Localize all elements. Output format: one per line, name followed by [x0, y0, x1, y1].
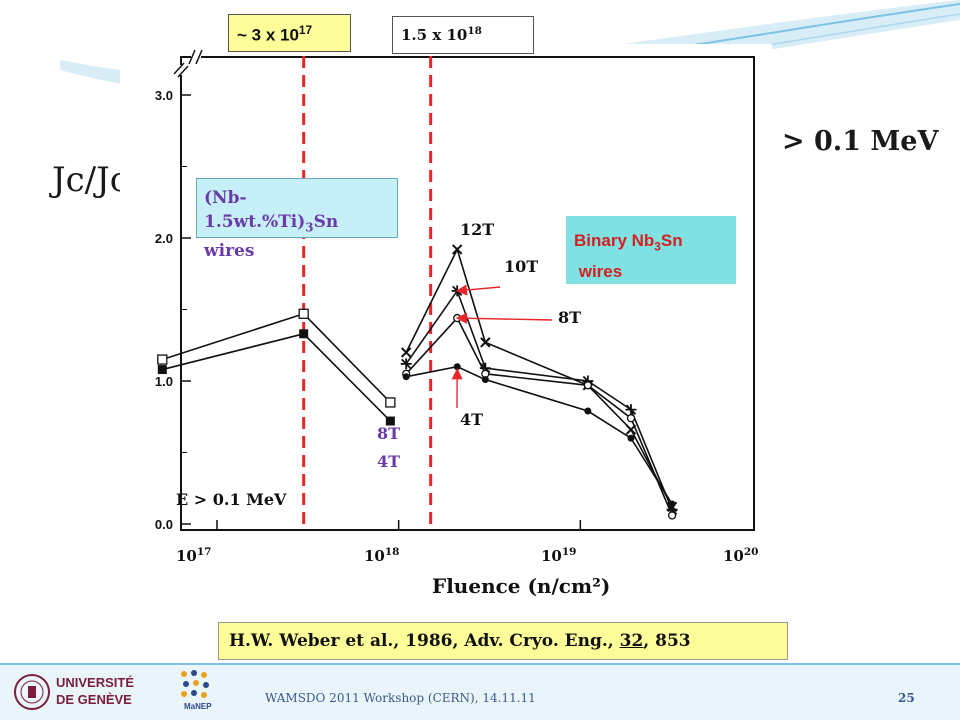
- series-line: [162, 312, 391, 404]
- x-axis-panel: [160, 532, 842, 610]
- data-point-plus: [400, 358, 412, 370]
- series-open-square: [157, 308, 396, 408]
- label-12t: 12T: [460, 220, 495, 239]
- series-line: [405, 289, 673, 511]
- x-axis-break-mark: [188, 49, 196, 65]
- manep-logo-icon: [181, 670, 209, 698]
- data-point-cross: [400, 347, 412, 358]
- x-axis-break-gap: [191, 53, 201, 61]
- arrow-8t: [455, 312, 553, 324]
- data-point-filled-circle: [668, 500, 676, 508]
- series-line: [162, 332, 391, 422]
- y-tick-label: 3.0: [155, 88, 173, 103]
- data-point-open-circle: [667, 511, 677, 520]
- nbti-wires-box: [196, 178, 398, 238]
- data-point-cross: [451, 244, 463, 255]
- data-point-open-square: [385, 397, 396, 408]
- data-point-open-square: [157, 354, 168, 365]
- energy-note: E > 0.1 MeV: [176, 490, 287, 509]
- y-axis-break-mark: [177, 65, 189, 78]
- label-8t-nbti: 8T: [377, 424, 401, 443]
- data-point-filled-circle: [453, 363, 461, 371]
- data-point-filled-square: [157, 365, 167, 375]
- x-tick-label: 1017: [176, 546, 212, 565]
- nbti-wires-label: (Nb- 1.5wt.%Ti)3Sn wires: [204, 188, 339, 262]
- reference-lines: [302, 56, 433, 528]
- citation: H.W. Weber et al., 1986, Adv. Cryo. Eng.…: [218, 622, 788, 660]
- series-layer: [157, 244, 678, 520]
- data-point-filled-circle: [627, 434, 635, 442]
- y-axis-break-mark: [173, 62, 185, 75]
- series-line: [405, 316, 673, 516]
- x-tick-label: 1019: [541, 546, 577, 565]
- footer-text: WAMSDO 2011 Workshop (CERN), 14.11.11: [265, 691, 536, 705]
- y-tick-label: 1.0: [155, 374, 173, 389]
- data-point-filled-circle: [584, 407, 592, 415]
- axes-frame: 0.0 1.0 2.0 3.0: [155, 49, 755, 532]
- fluence-high-box: 1.5 x 1018: [392, 16, 534, 54]
- data-point-filled-square: [385, 416, 395, 426]
- data-point-open-circle: [583, 381, 593, 390]
- y-tick-label: 0.0: [155, 517, 173, 532]
- unige-logo-text: UNIVERSITÉ DE GENÈVE: [56, 675, 135, 707]
- y-axis-break-gap: [177, 65, 185, 75]
- slide-title-right: E > 0.1 MeV: [752, 126, 939, 157]
- footer-band: [0, 664, 960, 720]
- binary-wires-label: Binary Nb3Sn wires: [574, 231, 683, 282]
- manep-logo-text: MaNEP: [184, 702, 212, 711]
- data-point-open-square: [298, 308, 309, 319]
- annotation-arrows: [451, 284, 553, 409]
- data-point-plus: [625, 404, 637, 416]
- plot-panel: [120, 44, 772, 610]
- data-point-cross: [480, 337, 491, 348]
- fluence-low-box: ~ 3 x 1017: [228, 14, 351, 52]
- x-tick-label: 1018: [364, 546, 400, 565]
- plot-frame: [180, 56, 755, 531]
- data-point-filled-circle: [481, 376, 489, 384]
- label-4t-binary: 4T: [460, 410, 484, 429]
- x-axis-title: Fluence (n/cm²): [432, 574, 611, 598]
- data-point-open-circle: [626, 414, 636, 423]
- series-open-circle: [402, 313, 677, 520]
- series-line: [405, 247, 673, 508]
- label-10t: 10T: [504, 257, 539, 276]
- unige-seal-icon: [14, 674, 50, 710]
- binary-wires-box: [566, 216, 736, 284]
- arrow-10t: [455, 284, 501, 296]
- data-point-filled-square: [299, 329, 309, 339]
- label-8t-binary: 8T: [558, 308, 582, 327]
- x-axis-break-mark: [195, 49, 203, 65]
- series-line: [406, 365, 673, 505]
- data-point-filled-circle: [402, 373, 410, 381]
- x-tick-label: 1020: [723, 546, 759, 565]
- series-filled-square: [157, 329, 395, 426]
- page-number: 25: [898, 691, 915, 705]
- y-tick-label: 2.0: [155, 231, 173, 246]
- label-4t-nbti: 4T: [377, 452, 401, 471]
